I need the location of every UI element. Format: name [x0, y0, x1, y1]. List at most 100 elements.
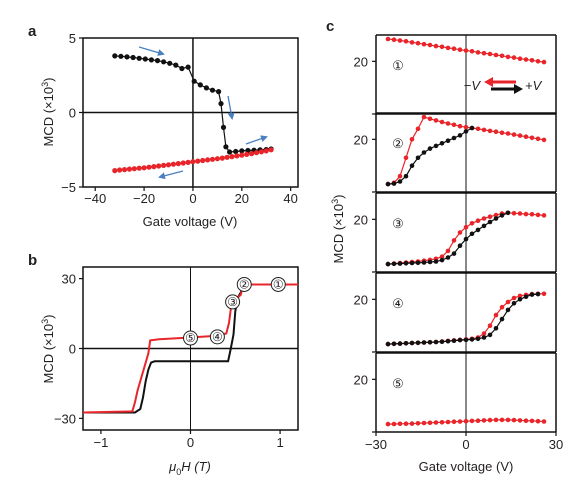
x-tick-label: −30	[365, 437, 387, 452]
black-series-point	[421, 260, 427, 265]
black-series-point	[233, 148, 239, 155]
red-series-point	[457, 230, 463, 235]
red-series-point	[529, 418, 535, 424]
red-series-point	[505, 299, 511, 305]
red-series-point	[161, 162, 167, 168]
black-series-point	[203, 85, 209, 91]
red-series-point	[529, 135, 535, 141]
red-series-point	[541, 419, 547, 424]
red-series-point	[535, 136, 541, 142]
red-series-point	[493, 52, 499, 58]
red-series-point	[121, 167, 128, 173]
legend-pos-label: +V	[525, 78, 543, 93]
red-series-point	[535, 59, 541, 64]
y-tick-label: 0	[69, 342, 76, 357]
red-series-point	[493, 212, 499, 218]
red-series-point	[499, 417, 505, 423]
red-series-point	[487, 128, 493, 134]
black-series-point	[529, 292, 535, 297]
red-series-point	[505, 131, 511, 136]
black-series-point	[409, 163, 415, 168]
red-series-point	[487, 323, 493, 329]
panel-a-xlabel: Gate voltage (V)	[143, 214, 238, 229]
y-tick-label: 20	[354, 132, 368, 147]
red-series-point	[451, 238, 457, 243]
black-series-point	[463, 236, 469, 242]
red-series-point	[523, 134, 529, 139]
black-series-point	[161, 59, 167, 65]
red-series-point	[268, 147, 274, 153]
red-series-point	[445, 248, 451, 254]
panel-b: −1 0 1 −30 0 30 ⑤ ④ ③② ① μ0H (T) MCD (×103)	[40, 266, 299, 477]
legend-black-arrowhead	[514, 84, 523, 94]
red-series-point	[511, 417, 517, 423]
state-marker-circle	[236, 276, 252, 292]
red-series-point	[457, 419, 463, 424]
red-series-point	[175, 161, 181, 167]
red-series-point	[475, 218, 481, 223]
red-series-point	[463, 48, 469, 53]
red-series-point	[409, 421, 415, 426]
x-tick-label: −1	[94, 435, 109, 450]
sweep-arrow-top-left	[138, 46, 165, 56]
black-series-point	[475, 227, 481, 233]
black-series-point	[197, 82, 203, 88]
red-series-point	[493, 417, 499, 423]
black-series-point	[457, 243, 463, 248]
black-series-point	[439, 257, 445, 263]
panel-c-legend: −V +V	[464, 77, 543, 94]
red-series-point	[493, 312, 499, 318]
red-series-point	[511, 295, 517, 301]
black-series-point	[397, 261, 403, 266]
black-series-point	[216, 89, 222, 95]
black-series-point	[475, 336, 481, 342]
x-tick-label: 40	[283, 191, 297, 206]
black-series-point	[403, 341, 409, 346]
black-series-point	[409, 340, 415, 346]
red-series-point	[224, 154, 230, 160]
red-series-point	[487, 417, 493, 423]
black-series-point	[209, 87, 216, 93]
red-series-point	[475, 50, 481, 55]
black-series-point	[433, 339, 439, 345]
subpanel-label: ②	[392, 136, 404, 151]
black-series-point	[403, 173, 409, 179]
panel-b-ylabel: MCD (×103)	[40, 315, 56, 384]
black-series-point	[505, 210, 511, 216]
red-series-point	[523, 211, 529, 217]
red-series-point	[433, 118, 439, 123]
red-series-point	[209, 156, 216, 162]
state-marker-circle	[225, 294, 241, 310]
red-series-point	[421, 41, 427, 47]
legend-red-arrowhead	[484, 77, 493, 87]
panel-a: −40 −20 0 20 40 −5 0 5 Gate voltage (V) MCD (×1…	[40, 31, 299, 229]
black-series-point	[499, 316, 505, 322]
red-series-point	[234, 153, 240, 159]
red-series-point	[433, 43, 439, 49]
black-series-point	[451, 251, 457, 256]
black-series-point	[445, 138, 451, 143]
black-series-point	[487, 219, 493, 225]
red-series-point	[126, 166, 132, 172]
state-marker-label: ④	[212, 330, 223, 344]
subpanel-label: ③	[392, 216, 404, 231]
black-series-point	[445, 255, 451, 260]
y-tick-label: 20	[354, 372, 368, 387]
black-series-point	[239, 148, 245, 154]
black-series-point	[481, 223, 487, 229]
red-series-point	[112, 168, 118, 174]
x-tick-label: 0	[189, 191, 196, 206]
black-series-point	[415, 155, 421, 161]
red-series-point	[499, 304, 505, 310]
red-series-point	[415, 126, 421, 132]
black-series-point	[112, 53, 118, 59]
red-series-point	[165, 162, 172, 168]
red-series-point	[219, 155, 225, 161]
state-marker-circle	[209, 329, 225, 345]
red-series-point	[475, 418, 481, 424]
black-series-point	[427, 340, 433, 345]
red-series-point	[415, 40, 421, 46]
black-series-point	[457, 337, 463, 343]
black-series-point	[439, 339, 445, 345]
black-series-point	[415, 260, 421, 266]
